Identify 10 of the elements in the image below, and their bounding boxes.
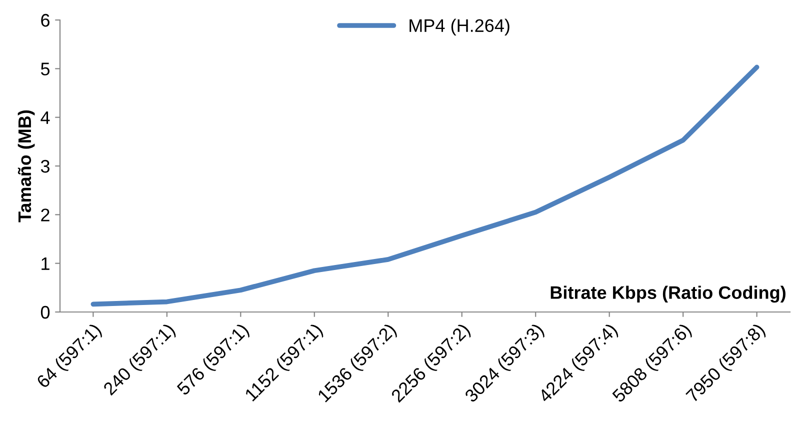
legend-label: MP4 (H.264): [410, 18, 510, 36]
y-tick-label: 2: [41, 208, 50, 222]
y-tick-label: 0: [40, 306, 50, 319]
y-tick-label: 4: [40, 111, 50, 124]
y-tick-label: 3: [40, 160, 50, 173]
y-tick-label: 1: [42, 257, 50, 270]
y-axis-title: Tamaño (MB): [18, 110, 35, 222]
x-axis-title: Bitrate Kbps (Ratio Coding): [550, 286, 786, 303]
y-tick-label: 6: [41, 14, 50, 27]
y-tick-label: 5: [40, 62, 50, 76]
